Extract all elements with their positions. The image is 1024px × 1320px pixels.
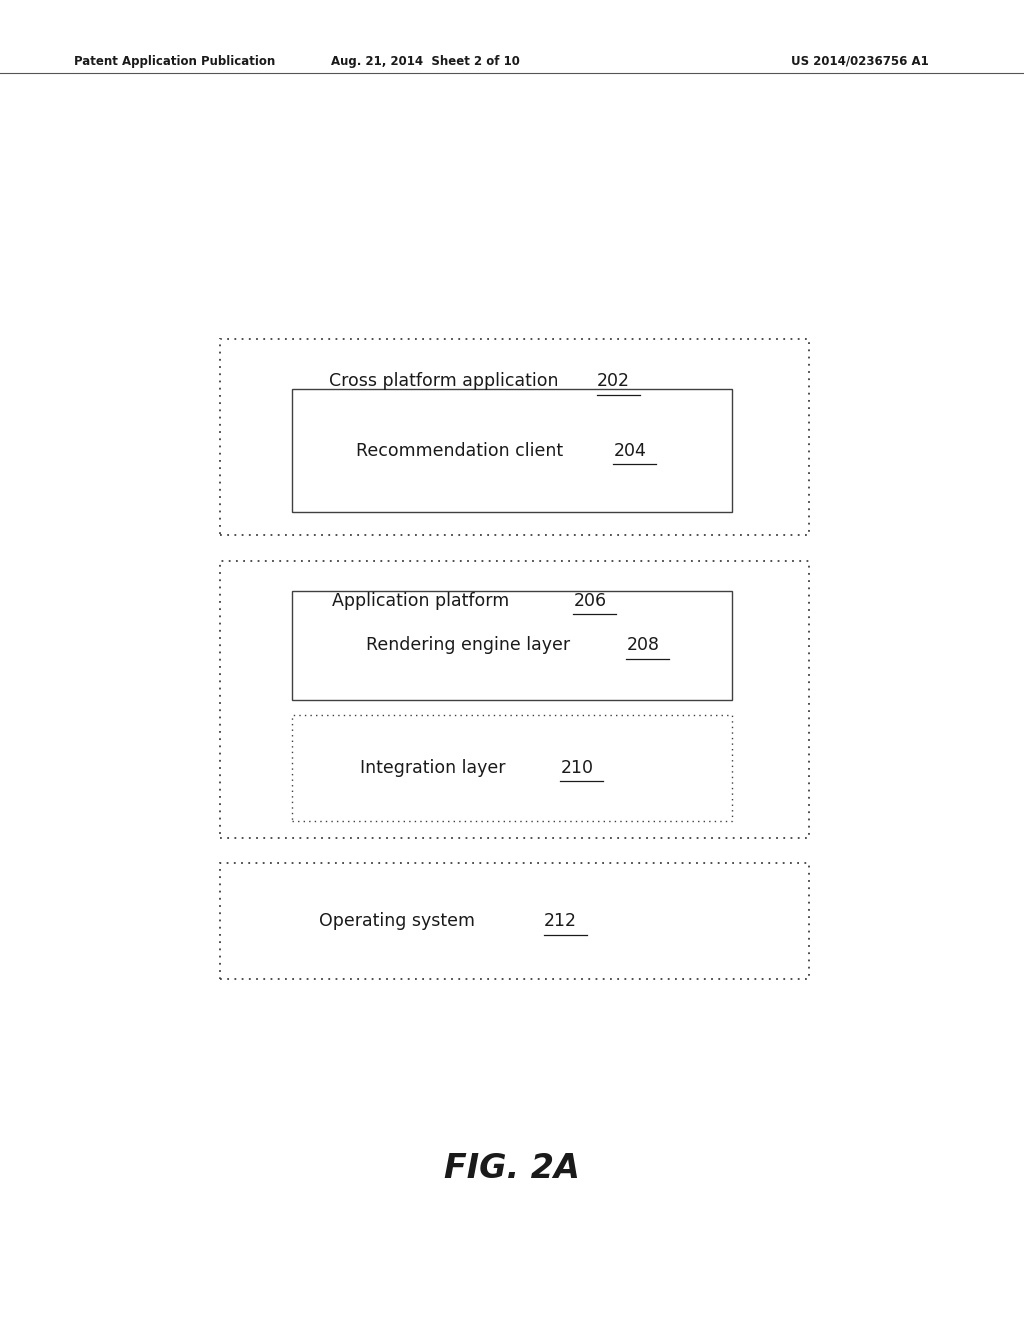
Text: 212: 212 (544, 912, 577, 931)
Text: 206: 206 (573, 591, 606, 610)
Text: Recommendation client: Recommendation client (355, 442, 563, 459)
Bar (292, 591, 732, 700)
Text: Patent Application Publication: Patent Application Publication (74, 55, 275, 67)
Text: US 2014/0236756 A1: US 2014/0236756 A1 (792, 55, 929, 67)
Text: Rendering engine layer: Rendering engine layer (366, 636, 570, 655)
Bar (220, 863, 809, 979)
Bar (292, 389, 732, 512)
Text: Aug. 21, 2014  Sheet 2 of 10: Aug. 21, 2014 Sheet 2 of 10 (331, 55, 519, 67)
Text: FIG. 2A: FIG. 2A (444, 1151, 580, 1185)
Text: Application platform: Application platform (332, 591, 509, 610)
Bar (292, 715, 732, 821)
Text: Integration layer: Integration layer (360, 759, 506, 777)
Bar (220, 561, 809, 838)
Text: 208: 208 (627, 636, 659, 655)
Text: 210: 210 (560, 759, 594, 777)
Text: Operating system: Operating system (318, 912, 475, 931)
Bar (220, 339, 809, 535)
Text: Cross platform application: Cross platform application (329, 372, 559, 391)
Text: 204: 204 (613, 442, 646, 459)
Text: 202: 202 (597, 372, 630, 391)
